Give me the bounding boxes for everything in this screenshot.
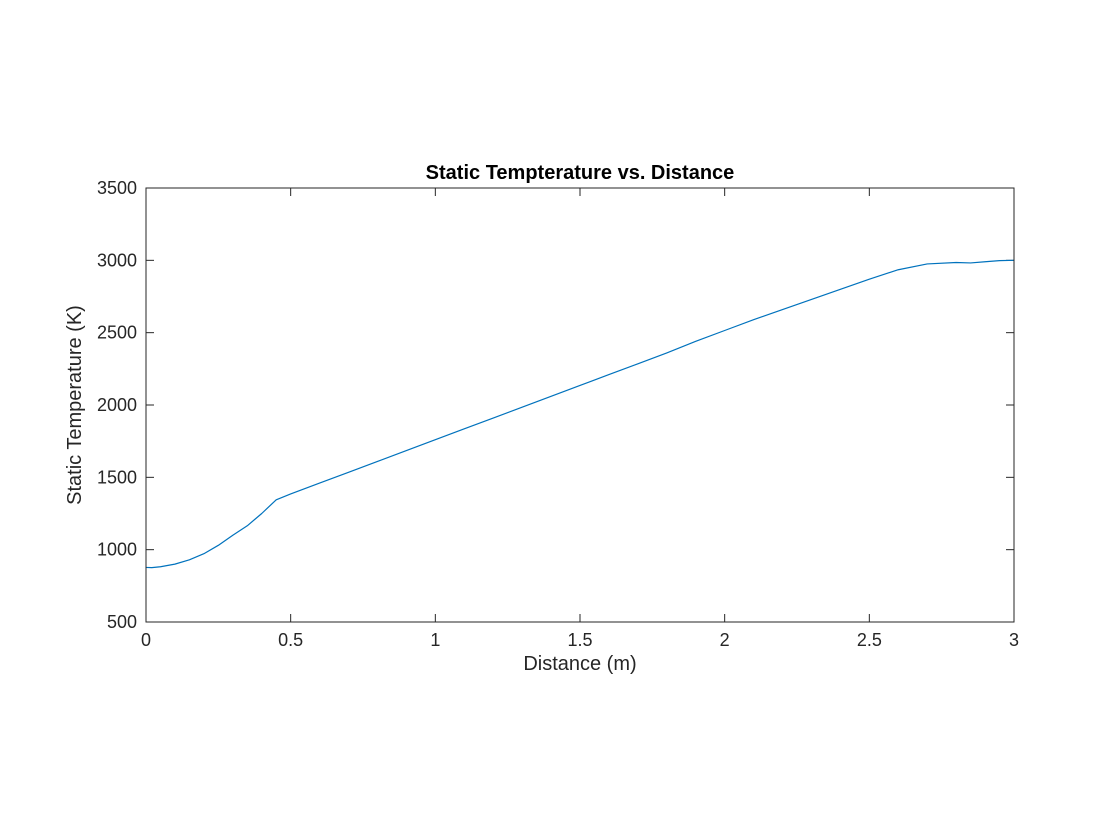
x-axis-label: Distance (m) bbox=[523, 653, 636, 675]
x-tick-label: 1.5 bbox=[567, 630, 592, 650]
y-tick-label: 3000 bbox=[97, 250, 137, 270]
series-line bbox=[145, 259, 1015, 569]
y-tick-label: 1000 bbox=[97, 540, 137, 560]
y-axis-label: Static Temperature (K) bbox=[64, 305, 86, 505]
x-tick-label: 0 bbox=[141, 630, 151, 650]
y-tick-label: 1500 bbox=[97, 467, 137, 487]
x-tick-label: 0.5 bbox=[278, 630, 303, 650]
plot-frame bbox=[145, 187, 1015, 623]
chart-title: Static Tempterature vs. Distance bbox=[426, 162, 735, 184]
plot-area bbox=[146, 188, 1014, 622]
x-tick-label: 2 bbox=[720, 630, 730, 650]
y-tick-label: 3500 bbox=[97, 178, 137, 198]
y-tick-label: 2000 bbox=[97, 395, 137, 415]
y-tick-label: 2500 bbox=[97, 323, 137, 343]
x-tick-label: 3 bbox=[1009, 630, 1019, 650]
y-tick-label: 500 bbox=[107, 612, 137, 632]
series-layer bbox=[145, 259, 1015, 569]
x-tick-label: 2.5 bbox=[857, 630, 882, 650]
x-tick-label: 1 bbox=[430, 630, 440, 650]
